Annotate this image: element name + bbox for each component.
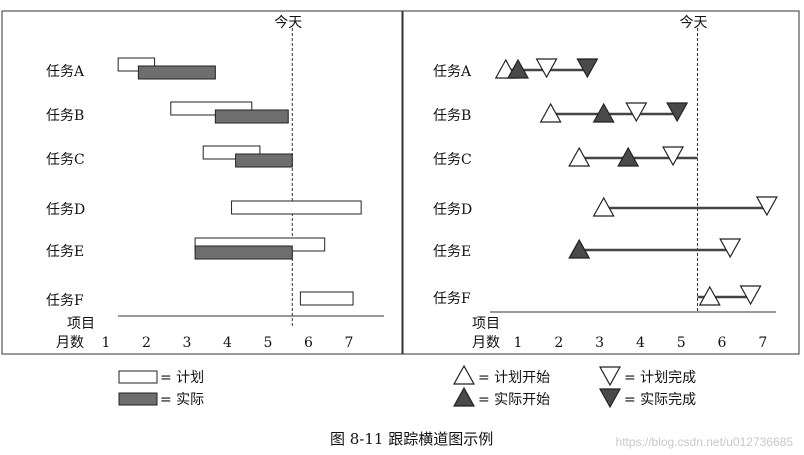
actual-end-marker	[666, 102, 689, 123]
task-label: 任务A	[46, 64, 85, 80]
plan-end-marker	[755, 196, 778, 217]
actual-bar	[235, 153, 293, 168]
plan-start-marker	[698, 285, 721, 306]
legend-label-actual: = 实际	[160, 392, 204, 408]
legend-label-plan-start: = 计划开始	[478, 370, 550, 386]
plan-end-marker	[739, 285, 762, 306]
x-tick-label: 1	[102, 335, 111, 351]
legend-marker-actual-end	[598, 388, 622, 409]
watermark: https://blog.csdn.net/u012736685	[616, 435, 794, 449]
task-label: 任务C	[433, 152, 472, 168]
legend-label-plan-end: = 计划完成	[624, 370, 696, 386]
actual-bar	[137, 65, 216, 80]
task-label: 任务D	[433, 202, 472, 218]
legend-marker-plan-start	[452, 364, 476, 385]
today-label: 今天	[274, 15, 302, 31]
legend-right: = 计划开始 = 计划完成 = 实际开始 = 实际完成	[452, 364, 696, 409]
task-label: 任务D	[46, 202, 85, 218]
task-label: 任务E	[46, 244, 84, 260]
plan-end-marker	[625, 102, 648, 123]
actual-end-marker	[576, 58, 599, 79]
plan-start-marker	[592, 196, 615, 217]
legend-marker-actual-start	[452, 386, 476, 407]
task-label: 任务C	[46, 152, 85, 168]
plan-end-marker	[662, 146, 685, 167]
x-tick-label: 1	[514, 335, 523, 351]
x-tick-label: 6	[718, 335, 727, 351]
x-header: 月数	[56, 335, 84, 351]
task-label: 任务B	[46, 108, 84, 124]
actual-bar	[194, 245, 293, 260]
task-label: 任务E	[433, 244, 471, 260]
x-tick-label: 7	[345, 335, 354, 351]
actual-start-marker	[592, 102, 615, 123]
x-tick-label: 5	[264, 335, 273, 351]
x-tick-label: 4	[223, 335, 232, 351]
plan-bar	[231, 200, 362, 215]
x-tick-label: 7	[758, 335, 767, 351]
plan-start-marker	[568, 146, 591, 167]
x-tick-label: 5	[677, 335, 686, 351]
left-panel-frame	[1, 10, 403, 355]
plan-end-marker	[535, 58, 558, 79]
plan-bar	[299, 291, 354, 306]
actual-start-marker	[617, 146, 640, 167]
legend-label-actual-end: = 实际完成	[624, 392, 696, 408]
legend-marker-plan-end	[598, 366, 622, 387]
figure-caption: 图 8-11 跟踪横道图示例	[330, 430, 493, 448]
actual-start-marker	[568, 238, 591, 259]
legend-swatch-actual	[118, 392, 158, 406]
legend-label-plan: = 计划	[160, 370, 204, 386]
plan-start-marker	[539, 102, 562, 123]
task-label: 任务F	[433, 291, 471, 307]
legend-label-actual-start: = 实际开始	[478, 392, 550, 408]
x-tick-label: 2	[554, 335, 563, 351]
legend-swatch-plan	[118, 370, 158, 384]
y-header: 项目	[472, 316, 500, 332]
x-tick-label: 6	[304, 335, 313, 351]
x-tick-label: 4	[636, 335, 645, 351]
x-tick-label: 2	[142, 335, 151, 351]
x-tick-label: 3	[183, 335, 192, 351]
actual-bar	[214, 109, 289, 124]
task-label: 任务F	[46, 293, 84, 309]
right-panel-frame	[402, 10, 800, 355]
today-label: 今天	[680, 15, 708, 31]
x-header: 月数	[472, 335, 500, 351]
task-label: 任务B	[433, 108, 471, 124]
actual-start-marker	[506, 58, 530, 79]
task-label: 任务A	[433, 64, 472, 80]
legend-left: = 计划 = 实际	[118, 370, 204, 408]
y-header: 项目	[67, 316, 95, 332]
x-tick-label: 3	[595, 335, 604, 351]
plan-end-marker	[719, 238, 742, 259]
